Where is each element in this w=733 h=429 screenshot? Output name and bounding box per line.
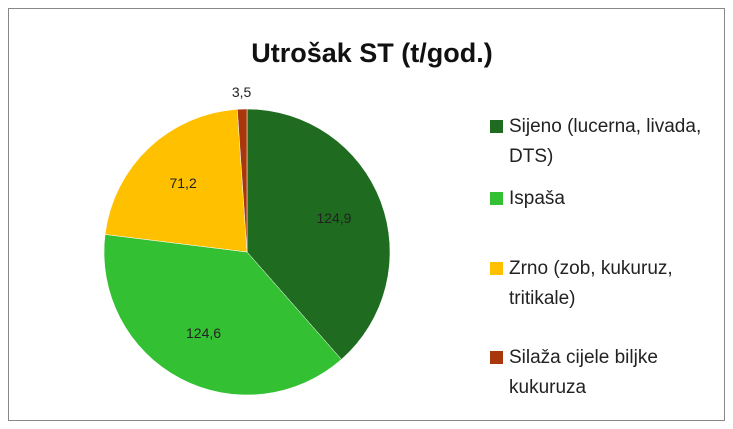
legend-label: Ispaša — [509, 188, 565, 209]
data-label: 124,6 — [186, 325, 221, 341]
data-label: 3,5 — [232, 84, 252, 100]
legend-swatch — [490, 351, 503, 364]
legend-label: Silaža cijele biljke kukuruza — [509, 347, 658, 398]
legend-swatch — [490, 262, 503, 275]
pie-slice — [237, 108, 248, 253]
legend-label: Sijeno (lucerna, livada, DTS) — [509, 116, 702, 167]
legend-swatch — [490, 192, 503, 205]
legend-item: Silaža cijele biljke kukuruza — [490, 343, 730, 403]
legend-swatch — [490, 120, 503, 133]
data-label: 124,9 — [316, 210, 351, 226]
data-label: 71,2 — [169, 175, 196, 191]
pie-slice — [246, 108, 391, 360]
legend-item: Sijeno (lucerna, livada, DTS) — [490, 112, 730, 172]
legend-label: Zrno (zob, kukuruz, tritikale) — [509, 258, 673, 309]
pie-slice — [104, 109, 248, 253]
chart-title: Utrošak ST (t/god.) — [251, 38, 493, 68]
pie-slice — [103, 234, 342, 396]
legend-item: Zrno (zob, kukuruz, tritikale) — [490, 254, 730, 314]
legend-item: Ispaša — [490, 184, 730, 214]
